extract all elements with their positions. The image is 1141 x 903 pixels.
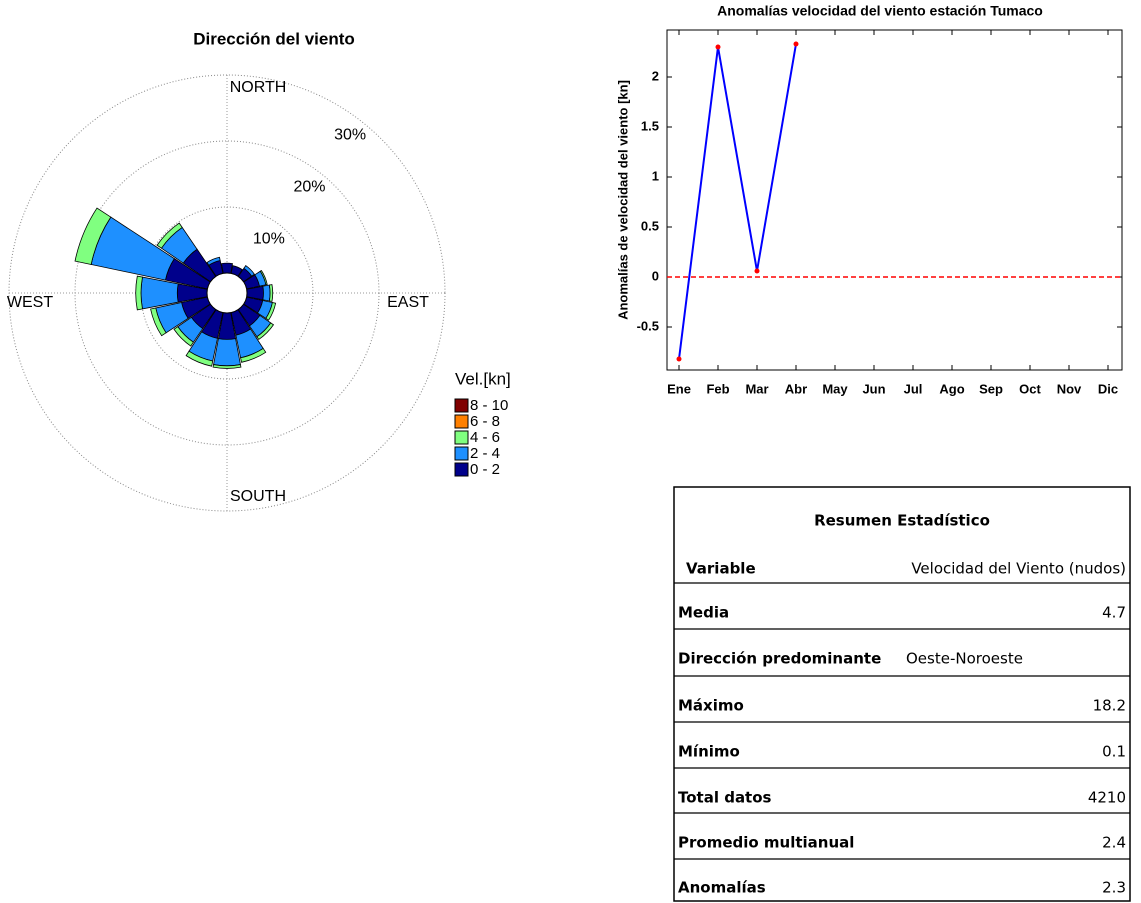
rose-segment — [243, 265, 255, 277]
row-value: 18.2 — [1093, 697, 1126, 715]
rose-title: Dirección del viento — [193, 29, 355, 48]
x-tick-label: Sep — [979, 381, 1003, 396]
row-value: Velocidad del Viento (nudos) — [911, 560, 1126, 578]
plot-frame — [666, 29, 1123, 371]
center-hole — [206, 272, 248, 314]
row-label: Media — [678, 604, 729, 622]
x-tick-label: Oct — [1019, 381, 1041, 396]
ring-label: 10% — [253, 231, 285, 248]
row-value: Oeste-Noroeste — [906, 650, 1023, 668]
x-tick-label: Mar — [745, 381, 768, 396]
row-label: Máximo — [678, 697, 744, 715]
legend-label: 0 - 2 — [470, 461, 500, 478]
rose-segment — [185, 350, 214, 367]
direction-label: WEST — [7, 294, 53, 311]
row-value: 4.7 — [1102, 604, 1126, 622]
rose-segment — [150, 307, 167, 337]
data-point — [793, 41, 799, 47]
direction-label: NORTH — [230, 79, 287, 96]
rose-segment — [206, 256, 221, 266]
data-point — [676, 356, 682, 362]
x-tick-label: Ago — [939, 381, 964, 396]
data-line — [678, 43, 797, 360]
legend-label: 6 - 8 — [470, 413, 500, 430]
table-frame — [673, 486, 1131, 902]
row-value: 0.1 — [1102, 743, 1126, 761]
x-tick-label: Dic — [1098, 381, 1118, 396]
y-tick-label: 2 — [652, 68, 659, 83]
direction-label: EAST — [387, 294, 429, 311]
table-title: Resumen Estadístico — [814, 512, 990, 530]
row-label: Anomalías — [678, 879, 766, 897]
rose-segment — [240, 347, 267, 363]
direction-label: SOUTH — [230, 488, 286, 505]
row-value: 2.4 — [1102, 834, 1126, 852]
rose-segment — [74, 207, 112, 265]
y-tick-label: 0 — [652, 268, 659, 283]
rose-segment — [221, 262, 233, 274]
y-tick-label: 0.5 — [641, 218, 659, 233]
row-label: Variable — [686, 560, 756, 578]
row-value: 4210 — [1088, 789, 1126, 807]
legend-swatch — [454, 446, 469, 461]
row-label: Promedio multianual — [678, 834, 854, 852]
rose-segment — [173, 326, 194, 347]
rose-segment — [135, 275, 143, 311]
data-point — [754, 268, 760, 274]
row-label: Dirección predominante — [678, 650, 881, 668]
row-value: 2.3 — [1102, 879, 1126, 897]
legend-swatch — [454, 430, 469, 445]
rose-segment — [265, 302, 277, 321]
rose-segment — [213, 338, 241, 367]
rose-segment — [259, 269, 268, 286]
ring-label: 30% — [334, 127, 366, 144]
rose-segment — [256, 322, 275, 341]
y-tick-label: -0.5 — [637, 318, 659, 333]
x-tick-label: Jul — [904, 381, 923, 396]
x-tick-label: May — [822, 381, 848, 396]
x-tick-label: Jun — [862, 381, 885, 396]
rose-segment — [212, 364, 242, 369]
ring — [140, 206, 314, 380]
rose-segment — [268, 284, 274, 302]
ring-label: 20% — [293, 179, 325, 196]
y-axis-label: Anomalías de velocidad del viento [kn] — [615, 80, 630, 320]
legend-label: 4 - 6 — [470, 429, 500, 446]
line-title: Anomalías velocidad del viento estación … — [717, 3, 1043, 19]
row-label: Total datos — [678, 789, 772, 807]
legend-label: 8 - 10 — [470, 397, 508, 414]
y-tick-label: 1 — [652, 168, 659, 183]
rose-segment — [156, 222, 183, 249]
x-tick-label: Ene — [667, 381, 691, 396]
row-label: Mínimo — [678, 743, 740, 761]
data-point — [715, 44, 721, 50]
legend-title: Vel.[kn] — [455, 369, 511, 388]
x-tick-label: Nov — [1057, 381, 1082, 396]
legend-swatch — [454, 398, 469, 413]
legend-label: 2 - 4 — [470, 445, 500, 462]
y-tick-label: 1.5 — [641, 118, 659, 133]
ring — [74, 140, 380, 446]
rose-segment — [262, 284, 271, 302]
legend-swatch — [454, 462, 469, 477]
legend-swatch — [454, 414, 469, 429]
x-tick-label: Abr — [785, 381, 807, 396]
x-tick-label: Feb — [706, 381, 729, 396]
ring — [8, 74, 446, 512]
